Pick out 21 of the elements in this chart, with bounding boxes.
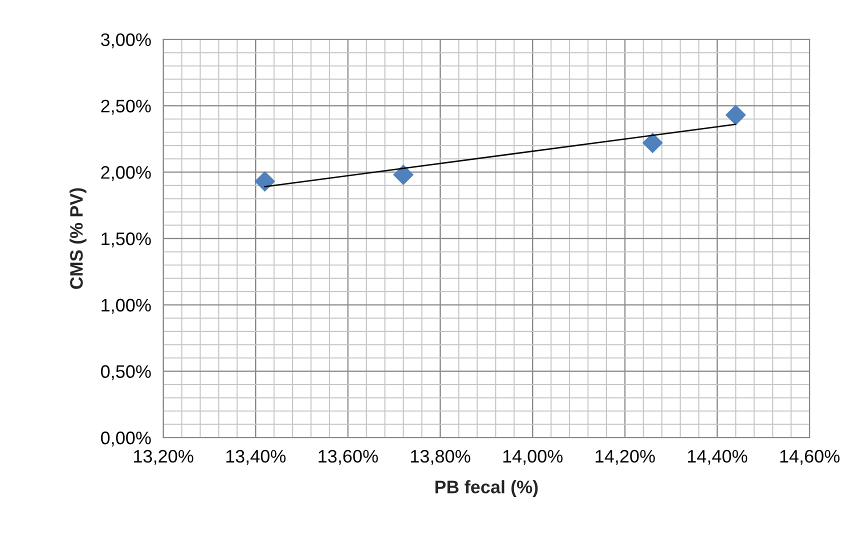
x-tick-label: 13,20%	[134, 450, 194, 465]
y-axis-title: CMS (% PV)	[70, 188, 86, 289]
x-tick-label: 13,80%	[411, 450, 470, 465]
y-tick-label: 0,00%	[101, 432, 151, 446]
x-tick-label: 14,60%	[780, 450, 840, 465]
x-axis-title: PB fecal (%)	[435, 480, 538, 497]
point	[393, 164, 414, 186]
x-tick-label: 14,20%	[596, 450, 655, 465]
point	[642, 132, 663, 154]
x-tick-label: 13,40%	[226, 450, 286, 465]
y-tick-label: 2,00%	[101, 166, 151, 181]
point	[254, 171, 276, 192]
x-tick-label: 13,60%	[318, 450, 378, 465]
y-tick-label: 0,50%	[101, 365, 151, 380]
y-tick-label: 3,00%	[100, 33, 151, 48]
y-tick-label: 2,50%	[101, 100, 151, 115]
y-tick-label: 1,50%	[102, 232, 151, 248]
x-tick-label: 14,40%	[688, 450, 748, 465]
x-tick-label: 14,00%	[503, 450, 563, 465]
point	[725, 104, 746, 126]
y-tick-label: 1,00%	[102, 298, 151, 314]
